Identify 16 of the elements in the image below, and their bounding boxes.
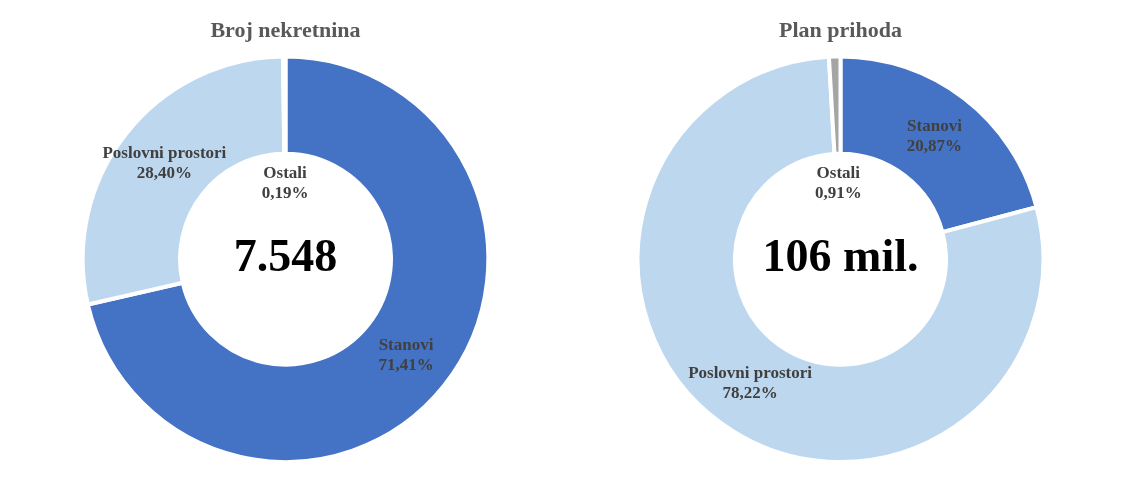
slice-label: Poslovni prostori xyxy=(688,363,813,383)
data-label: 0,91% xyxy=(814,182,862,202)
slice-label: Poslovni prostori xyxy=(102,143,227,163)
slice-label: Ostali xyxy=(816,162,861,182)
slice-label: Stanovi xyxy=(907,116,963,136)
chart-title: Plan prihoda xyxy=(779,16,902,42)
data-label: 78,22% xyxy=(722,383,778,403)
text: 7.548 xyxy=(233,230,338,282)
data-label: 71,41% xyxy=(378,354,434,374)
slice-label: Ostali xyxy=(263,162,308,182)
data-label: 0,19% xyxy=(261,182,309,202)
text: 106 mil. xyxy=(762,230,919,282)
data-label: 20,87% xyxy=(906,136,963,156)
data-label: 28,40% xyxy=(136,163,192,183)
slice-label: Stanovi xyxy=(378,334,434,354)
chart-title: Broj nekretnina xyxy=(210,16,361,42)
